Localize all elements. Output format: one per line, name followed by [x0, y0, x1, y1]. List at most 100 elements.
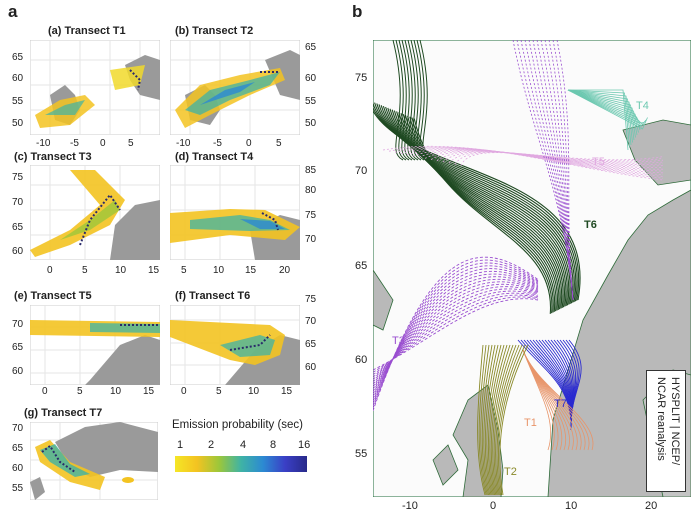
trajectory-t5 [382, 145, 664, 181]
trajectory-t2 [489, 344, 508, 496]
trajectory-t2 [484, 344, 499, 496]
t1-ytick: 50 [12, 118, 24, 129]
t5-ytick: 65 [12, 342, 24, 353]
subpanel-map-t6 [170, 305, 300, 385]
trajectory-t4 [567, 89, 647, 127]
trajectory-t6 [404, 40, 416, 161]
t5-xtick: 5 [77, 386, 83, 397]
trajectory-t5 [430, 150, 664, 167]
t7-ytick: 70 [12, 423, 24, 434]
t3-ytick: 75 [12, 172, 24, 183]
t6-xtick: 15 [281, 386, 293, 397]
map-xtick: 0 [490, 500, 497, 512]
t5-xtick: 0 [42, 386, 48, 397]
trajectory-t5 [436, 150, 664, 165]
colorbar-tick: 2 [208, 439, 215, 451]
trajectory-t4 [568, 89, 629, 151]
t3-xtick: 10 [115, 265, 127, 276]
t2-xtick: 5 [276, 138, 282, 149]
t7-ytick: 65 [12, 443, 24, 454]
trajectory-t2 [481, 344, 493, 496]
trajectory-t6 [413, 40, 425, 161]
trajectory-t3 [556, 40, 574, 301]
label-t7: T7 [554, 398, 567, 410]
subpanel-title-t4: (d) Transect T4 [175, 151, 254, 163]
map-ytick: 60 [355, 354, 368, 366]
trajectory-t2 [492, 344, 514, 496]
trajectory-t3 [373, 281, 539, 390]
trajectory-t6 [410, 40, 422, 161]
trajectory-t2 [493, 344, 517, 496]
t4-xtick: 5 [181, 265, 187, 276]
trajectory-t6 [409, 116, 554, 313]
subpanel-map-t2 [170, 40, 300, 135]
t3-ytick: 70 [12, 197, 24, 208]
subpanel-title-t3: (c) Transect T3 [14, 151, 92, 163]
t6-ytick: 65 [305, 339, 317, 350]
t4-xtick: 15 [245, 265, 257, 276]
t6-ytick: 75 [305, 294, 317, 305]
trajectory-t4 [567, 89, 638, 136]
trajectory-t3 [373, 292, 539, 378]
trajectory-t3 [528, 40, 574, 301]
t3-xtick: 15 [148, 265, 160, 276]
subpanel-title-t6: (f) Transect T6 [175, 290, 251, 302]
subpanel-map-t1 [30, 40, 160, 135]
trajectory-t2 [478, 344, 487, 496]
subpanel-map-t3 [30, 165, 160, 260]
credit-line1: HYSPLIT | NCEP/ [669, 377, 681, 466]
t1-xtick: 0 [100, 138, 106, 149]
trajectory-t3 [373, 286, 539, 385]
trajectory-t6 [396, 111, 563, 309]
trajectory-t6 [392, 40, 404, 161]
trajectory-t2 [496, 344, 523, 496]
subpanel-title-t1: (a) Transect T1 [48, 25, 126, 37]
trajectory-t6 [398, 40, 410, 161]
map-ytick: 55 [355, 448, 368, 460]
colorbar-label: Emission probability (sec) [172, 419, 304, 431]
trajectory-t3 [373, 256, 539, 411]
trajectory-t5 [388, 146, 664, 179]
trajectory-t5 [454, 151, 664, 165]
trajectory-t2 [495, 344, 520, 496]
t5-ytick: 60 [12, 366, 24, 377]
t7-ytick: 60 [12, 463, 24, 474]
t2-xtick: -10 [176, 138, 191, 149]
trajectory-t4 [567, 89, 642, 128]
trajectory-t1 [522, 349, 594, 451]
colorbar-tick: 8 [270, 439, 277, 451]
trajectory-t6 [402, 113, 558, 311]
trajectory-t3 [516, 40, 574, 301]
trajectory-t6 [404, 114, 557, 312]
trajectory-t4 [567, 89, 648, 130]
t2-ytick: 60 [305, 73, 317, 84]
label-t1: T1 [524, 417, 537, 429]
colorbar [175, 456, 307, 472]
credit-line2: NCAR reanalysis [655, 377, 667, 461]
trajectory-t3 [536, 40, 574, 301]
trajectory-t5 [418, 149, 664, 170]
t7-ytick: 55 [12, 483, 24, 494]
trajectory-t2 [480, 344, 490, 496]
t3-ytick: 65 [12, 222, 24, 233]
map-xtick: -10 [402, 500, 418, 512]
t1-xtick: -5 [70, 138, 79, 149]
map-ytick: 75 [355, 72, 368, 84]
trajectory-t2 [487, 344, 505, 496]
t5-ytick: 70 [12, 319, 24, 330]
trajectory-t6 [389, 108, 567, 307]
trajectory-t2 [477, 344, 486, 496]
trajectory-t3 [540, 40, 574, 301]
trajectory-t2 [499, 344, 529, 496]
trajectory-t4 [567, 89, 635, 141]
trajectory-t6 [398, 112, 561, 310]
t2-ytick: 55 [305, 96, 317, 107]
t2-xtick: -5 [213, 138, 222, 149]
map-ytick: 65 [355, 260, 368, 272]
map-ytick: 70 [355, 165, 368, 177]
t4-xtick: 20 [279, 265, 291, 276]
t4-ytick: 75 [305, 210, 317, 221]
t3-xtick: 0 [47, 265, 53, 276]
t6-xtick: 5 [216, 386, 222, 397]
trajectory-t3 [544, 40, 574, 301]
